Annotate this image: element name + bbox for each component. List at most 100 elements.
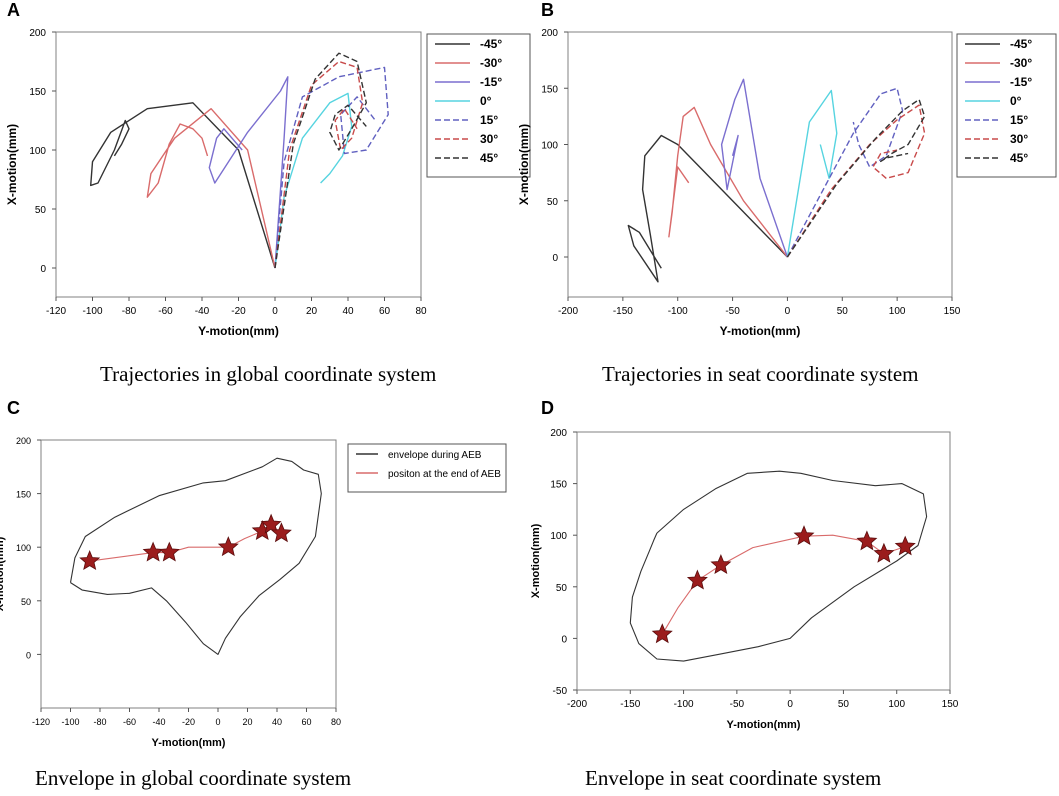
x-tick-label: -80	[122, 306, 137, 317]
legend-label: 0°	[480, 94, 492, 108]
series-line-6	[274, 60, 364, 269]
x-tick-label: 60	[379, 306, 391, 317]
legend-label: 15°	[480, 113, 498, 127]
panel-letter-c: C	[7, 398, 20, 418]
x-tick-label: 0	[215, 717, 220, 727]
legend-label: -30°	[1010, 56, 1032, 70]
legend-label: -30°	[480, 56, 502, 70]
series-line-1	[89, 102, 276, 269]
y-axis-label: X-motion(mm)	[0, 536, 6, 611]
position-star-marker	[217, 536, 239, 557]
panel-letter-a: A	[7, 0, 20, 20]
plot-frame	[567, 31, 953, 298]
y-tick-label: 200	[29, 28, 46, 39]
x-tick-label: -50	[730, 699, 745, 710]
y-tick-label: 200	[550, 428, 567, 439]
x-tick-label: 50	[837, 306, 849, 317]
legend-label: envelope during AEB	[388, 450, 482, 461]
y-tick-label: 0	[552, 253, 558, 264]
position-star-marker	[270, 522, 292, 543]
x-tick-label: 0	[787, 699, 793, 710]
caption-d: Envelope in seat coordinate system	[585, 766, 882, 790]
x-tick-label: 50	[838, 699, 850, 710]
y-tick-label: 150	[541, 84, 558, 95]
y-tick-label: 0	[26, 650, 31, 660]
x-tick-label: -120	[32, 717, 50, 727]
x-tick-label: -20	[231, 306, 246, 317]
legend-label: -15°	[1010, 75, 1032, 89]
y-tick-label: 100	[541, 141, 558, 152]
x-tick-label: -200	[567, 699, 587, 710]
x-tick-label: -150	[620, 699, 640, 710]
legend: -45° -30° -15° 0° 15° 30° 45°	[426, 33, 531, 178]
x-axis-label: Y-motion(mm)	[727, 719, 801, 731]
x-tick-label: 150	[942, 699, 959, 710]
y-tick-label: 50	[556, 583, 568, 594]
y-tick-label: 100	[16, 543, 31, 553]
legend-label: -45°	[480, 37, 502, 51]
x-tick-label: -20	[182, 717, 195, 727]
x-axis-label: Y-motion(mm)	[720, 324, 801, 338]
position-star-marker	[856, 530, 878, 551]
x-tick-label: 60	[301, 717, 311, 727]
caption-c: Envelope in global coordinate system	[35, 766, 352, 790]
x-tick-label: -80	[93, 717, 106, 727]
x-tick-label: -40	[152, 717, 165, 727]
series-line-2	[668, 106, 788, 258]
legend-label: -15°	[480, 75, 502, 89]
panel-letter-b: B	[541, 0, 554, 20]
series-line-3	[720, 78, 789, 258]
x-tick-label: -200	[558, 306, 578, 317]
y-axis-label: X-motion(mm)	[530, 523, 542, 598]
x-tick-label: 100	[889, 306, 906, 317]
position-star-marker	[793, 525, 815, 546]
y-tick-label: 200	[541, 28, 558, 39]
legend-label: 0°	[1010, 94, 1022, 108]
legend-label: 30°	[480, 132, 498, 146]
legend-box	[347, 443, 507, 493]
panel-letter-d: D	[541, 398, 554, 418]
x-tick-label: -150	[613, 306, 633, 317]
series-line-2	[89, 524, 282, 562]
position-star-marker	[158, 541, 180, 562]
legend: envelope during AEB positon at the end of…	[347, 443, 507, 493]
y-tick-label: 200	[16, 436, 31, 446]
plot-frame	[576, 431, 951, 691]
y-tick-label: 150	[550, 480, 567, 491]
x-tick-label: -100	[82, 306, 102, 317]
series-line-1	[69, 457, 322, 655]
position-star-marker	[873, 542, 895, 563]
series-line-5	[274, 66, 389, 269]
x-tick-label: 80	[331, 717, 341, 727]
legend-label: 45°	[1010, 151, 1028, 165]
caption-a: Trajectories in global coordinate system	[100, 362, 437, 386]
x-tick-label: -100	[668, 306, 688, 317]
legend-label: positon at the end of AEB	[388, 469, 501, 480]
caption-b: Trajectories in seat coordinate system	[602, 362, 919, 386]
position-star-marker	[710, 554, 732, 575]
x-tick-label: -60	[158, 306, 173, 317]
chart-1: -120 -100 -80 -60 -40 -20 0 20 40 60 80 0 50 100 150 20…	[5, 28, 531, 338]
x-tick-label: -40	[195, 306, 210, 317]
position-star-marker	[894, 535, 916, 556]
y-tick-label: 150	[16, 490, 31, 500]
series-line-4	[274, 92, 353, 269]
legend-label: 15°	[1010, 113, 1028, 127]
y-axis-label: X-motion(mm)	[517, 124, 531, 205]
chart-3: -120 -100 -80 -60 -40 -20 0 20 40 60 80 0 50 100 150 20…	[0, 436, 507, 749]
x-tick-label: -100	[61, 717, 79, 727]
legend-label: -45°	[1010, 37, 1032, 51]
y-tick-label: 100	[29, 146, 46, 157]
y-axis-label: X-motion(mm)	[5, 124, 19, 205]
legend-label: 45°	[480, 151, 498, 165]
x-tick-label: 20	[242, 717, 252, 727]
legend-box	[426, 33, 531, 178]
x-tick-label: 0	[785, 306, 791, 317]
y-tick-label: 50	[35, 205, 47, 216]
legend-label: 30°	[1010, 132, 1028, 146]
position-star-marker	[686, 569, 708, 590]
x-tick-label: -60	[123, 717, 136, 727]
x-tick-label: 80	[415, 306, 427, 317]
y-tick-label: 150	[29, 87, 46, 98]
y-tick-label: 50	[547, 197, 559, 208]
